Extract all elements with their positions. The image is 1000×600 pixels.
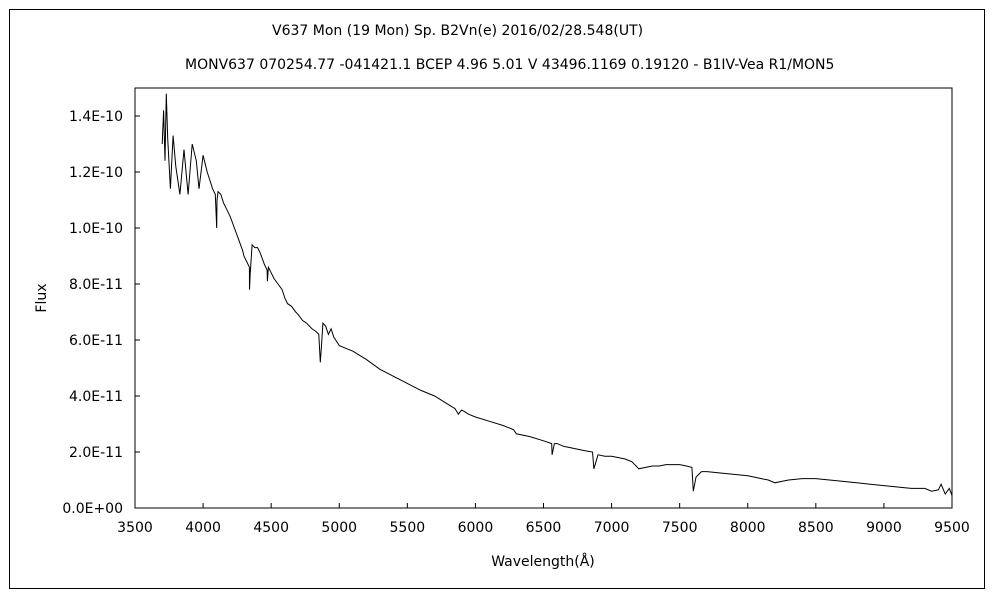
y-axis-ticks: 0.0E+00 2.0E-11 4.0E-11 6.0E-11 8.0E-11 1.0E-… (62, 109, 140, 517)
y-tick-label: 4.0E-11 (69, 389, 123, 405)
x-axis-label: Wavelength(Å) (491, 553, 595, 570)
y-tick-label: 2.0E-11 (69, 445, 123, 461)
y-tick-label: 1.0E-10 (69, 221, 123, 237)
x-tick-label: 6500 (526, 520, 562, 536)
y-axis-label: Flux (34, 283, 50, 312)
spectrum-line (161, 93, 953, 496)
x-tick-label: 8000 (730, 520, 766, 536)
x-tick-label: 5000 (321, 520, 357, 536)
y-tick-label: 6.0E-11 (69, 333, 123, 349)
x-tick-label: 5500 (390, 520, 426, 536)
chart-subtitle: MONV637 070254.77 -041421.1 BCEP 4.96 5.… (185, 57, 835, 73)
x-tick-label: 7000 (594, 520, 630, 536)
x-tick-label: 3500 (117, 520, 153, 536)
plot-area (134, 87, 953, 509)
chart-title: V637 Mon (19 Mon) Sp. B2Vn(e) 2016/02/28… (272, 23, 644, 39)
x-tick-label: 7500 (662, 520, 698, 536)
x-tick-label: 4500 (253, 520, 289, 536)
y-tick-label: 1.4E-10 (69, 109, 123, 125)
x-tick-label: 9000 (866, 520, 902, 536)
chart-frame (9, 9, 985, 589)
x-tick-label: 9500 (934, 520, 970, 536)
x-axis-ticks: 3500 4000 4500 5000 5500 6000 6500 7000 7500 8000… (117, 503, 970, 536)
x-tick-label: 4000 (185, 520, 221, 536)
y-tick-label: 1.2E-10 (69, 165, 123, 181)
x-tick-label: 8500 (798, 520, 834, 536)
y-tick-label: 8.0E-11 (69, 277, 123, 293)
y-tick-label: 0.0E+00 (62, 501, 123, 517)
x-tick-label: 6000 (458, 520, 494, 536)
